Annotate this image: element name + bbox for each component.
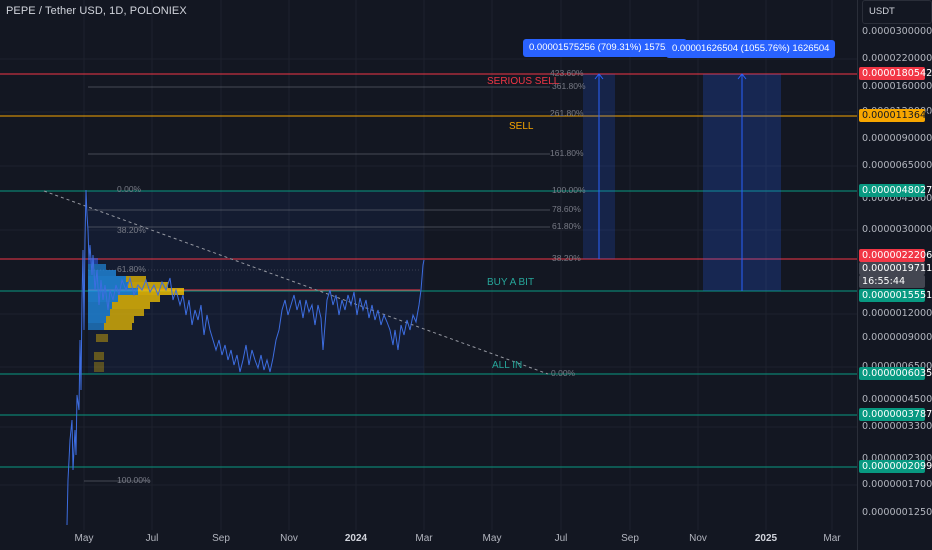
chart-note[interactable]: ALL IN xyxy=(492,360,523,371)
price-axis-label: 0.00000120000 xyxy=(862,308,932,319)
price-tag: 0.00000020998 xyxy=(859,460,932,473)
price-axis-label: 0.00000023000 xyxy=(862,453,932,464)
time-axis-label: Jul xyxy=(145,533,159,544)
fib-level-label: 0.00% xyxy=(551,368,576,378)
chart-grid xyxy=(0,0,857,530)
time-axis-label: 2024 xyxy=(344,533,368,544)
price-axis-label: 0.00000012500 xyxy=(862,507,932,518)
price-axis-label: 0.00000650000 xyxy=(862,160,932,171)
price-axis-label: 0.00000065000 xyxy=(862,361,932,372)
price-axis-label: 0.00000033000 xyxy=(862,421,932,432)
time-axis-label: Nov xyxy=(280,533,298,544)
chart-note[interactable]: BUY A BIT xyxy=(487,277,535,288)
price-tag: 0.00000037878 xyxy=(859,408,932,421)
price-tag: 0.00000155511 xyxy=(859,289,932,302)
time-axis-label: Jul xyxy=(554,533,568,544)
fib-level-label: 261.80% xyxy=(550,108,584,118)
horizontal-levels xyxy=(0,73,857,482)
price-line[interactable] xyxy=(66,189,425,526)
time-axis-label: Mar xyxy=(823,533,841,544)
symbol-title[interactable]: PEPE / Tether USD, 1D, POLONIEX xyxy=(6,5,187,17)
currency-selector[interactable]: USDT xyxy=(862,0,932,24)
measure-tooltip: 0.00001575256 (709.31%) 1575256 xyxy=(523,39,688,57)
price-tag: 0.00000197112 xyxy=(859,262,932,275)
price-axis-label: 0.00000900000 xyxy=(862,133,932,144)
fib-level-label: 0.00% xyxy=(117,184,142,194)
price-axis-label: 0.00002200000 xyxy=(862,53,932,64)
price-tag: 0.00000060351 xyxy=(859,367,932,380)
price-axis-label: 0.00001600000 xyxy=(862,81,932,92)
price-axis-label: 0.00000017000 xyxy=(862,479,932,490)
fib-level-label: 38.20% xyxy=(552,253,581,263)
fib-level-label: 78.60% xyxy=(552,204,581,214)
fib-level-label: 61.80% xyxy=(117,264,146,274)
fib-level-label: 100.00% xyxy=(552,185,586,195)
fib-level-label: 38.20% xyxy=(117,225,146,235)
fib-level-label: 361.80% xyxy=(552,81,586,91)
time-axis-label: Mar xyxy=(415,533,433,544)
chart-note[interactable]: SERIOUS SELL xyxy=(487,76,560,87)
fib-level-label: 100.00% xyxy=(117,475,151,485)
time-axis-label: Sep xyxy=(212,533,230,544)
time-axis-label: Sep xyxy=(621,533,639,544)
measure-tooltip: 0.00001626504 (1055.76%) 1626504 xyxy=(666,40,836,58)
price-axis-separator xyxy=(857,0,858,550)
price-chart[interactable] xyxy=(0,0,857,550)
long-position-2[interactable] xyxy=(703,73,781,291)
price-axis-label: 0.00000450000 xyxy=(862,193,932,204)
time-axis-label: 2025 xyxy=(754,533,778,544)
fib-level-label: 61.80% xyxy=(552,221,581,231)
price-tag: 0.00000480274 xyxy=(859,184,932,197)
price-tag: 0.00001805423 xyxy=(859,67,932,80)
chart-note[interactable]: SELL xyxy=(509,121,534,132)
price-tag: 0.00001136416 xyxy=(859,109,932,122)
fib-level-label: 423.60% xyxy=(550,68,584,78)
price-axis-label: 0.00003000000 xyxy=(862,26,932,37)
price-tag: 0.00000222063 xyxy=(859,249,932,262)
long-position-1[interactable] xyxy=(583,73,615,259)
time-axis-label: Nov xyxy=(689,533,707,544)
price-axis-label: 0.00000090000 xyxy=(862,332,932,343)
price-axis-label: 0.00000300000 xyxy=(862,224,932,235)
time-axis-label: May xyxy=(482,533,502,544)
trend-line[interactable] xyxy=(43,190,549,375)
fib-level-label: 161.80% xyxy=(550,148,584,158)
time-axis-label: May xyxy=(74,533,94,544)
price-axis-label: 0.00000045000 xyxy=(862,394,932,405)
price-tag: 16:55:44 xyxy=(859,275,925,288)
